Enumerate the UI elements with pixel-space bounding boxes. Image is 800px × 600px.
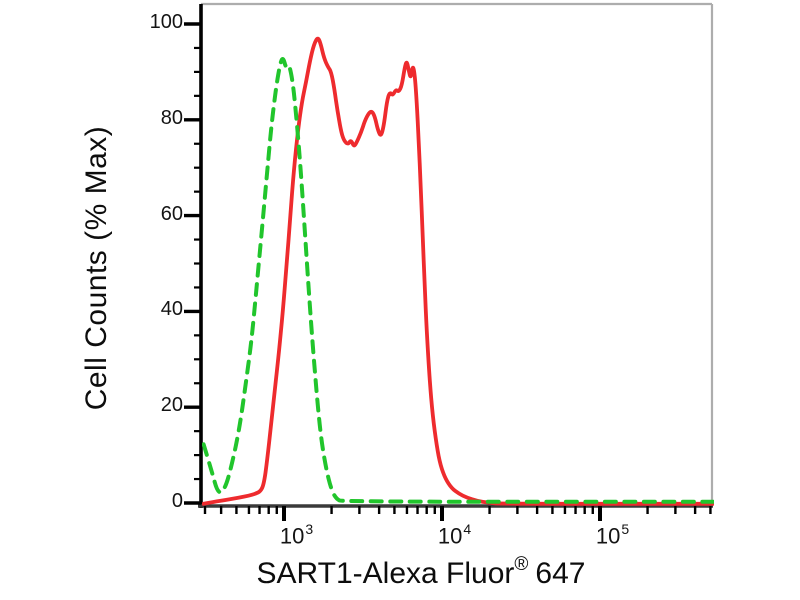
x-tick-label-10e5: 105 xyxy=(572,518,652,548)
x-tick-base: 10 xyxy=(279,523,305,549)
x-tick-exponent: 3 xyxy=(305,521,314,537)
x-tick-label-10e4: 104 xyxy=(414,518,494,548)
series-red-solid-sart1-stained-curve xyxy=(202,36,714,506)
y-tick-label-100: 100 xyxy=(149,11,183,33)
x-tick-base: 10 xyxy=(595,523,621,549)
y-tick-label-60: 60 xyxy=(160,202,183,225)
x-tick-base: 10 xyxy=(437,523,463,549)
x-tick-exponent: 5 xyxy=(621,521,630,537)
x-tick-exponent: 4 xyxy=(463,521,472,537)
y-tick-label-80: 80 xyxy=(160,106,183,129)
x-axis-title-main: SART1-Alexa Fluor xyxy=(256,557,515,590)
y-tick-label-0: 0 xyxy=(171,490,183,512)
x-axis-title: SART1-Alexa Fluor® 647 xyxy=(21,554,800,591)
x-tick-label-10e3: 103 xyxy=(256,518,336,548)
y-axis-title: Cell Counts (% Max) xyxy=(80,125,113,411)
series-green-dashed-control-curve xyxy=(202,57,714,504)
y-tick-label-20: 20 xyxy=(160,394,183,417)
x-axis-title-suffix: 647 xyxy=(535,557,586,590)
registered-trademark-symbol: ® xyxy=(514,554,529,575)
y-tick-label-40: 40 xyxy=(160,298,183,321)
